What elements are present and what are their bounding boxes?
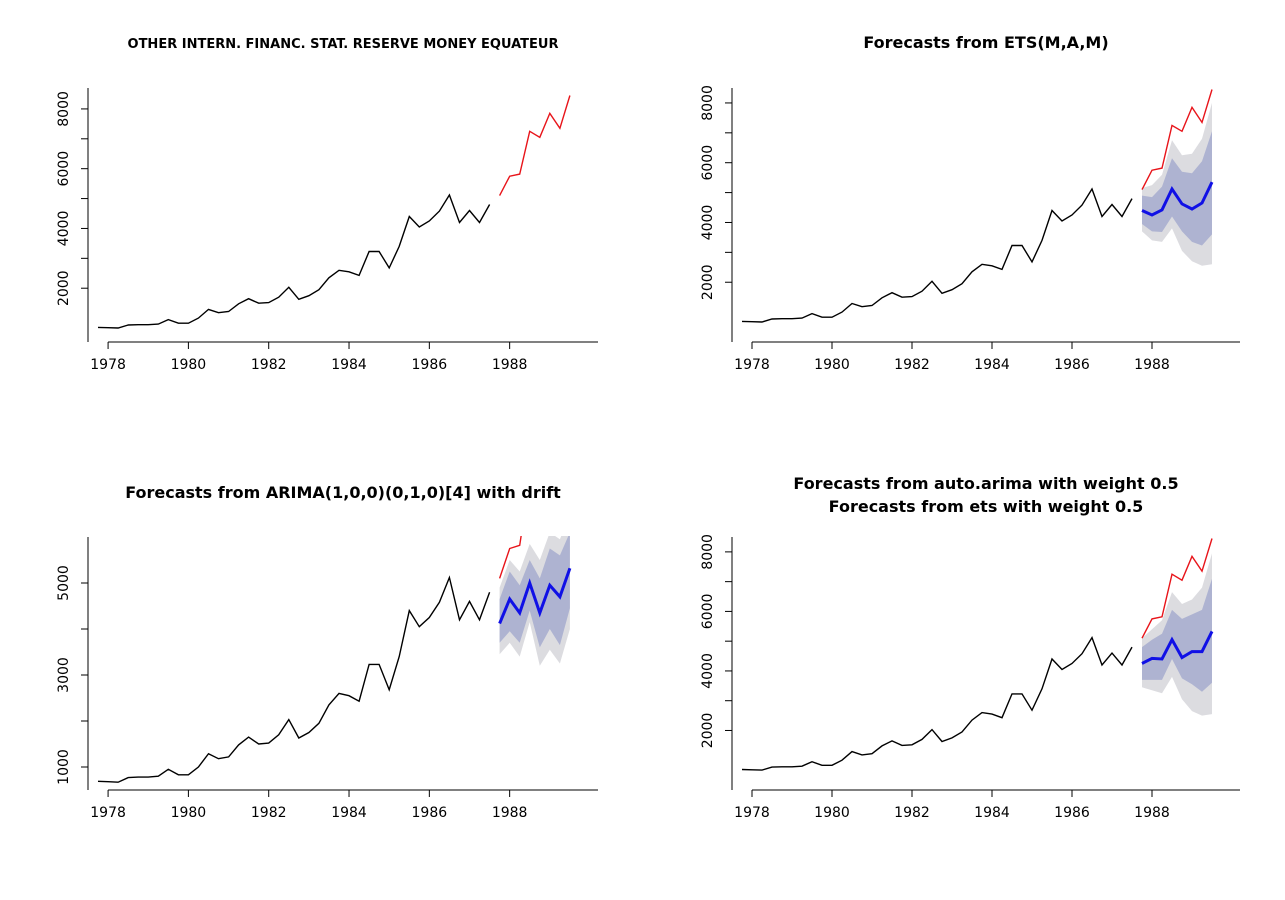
- x-tick-label: 1980: [171, 805, 207, 821]
- chart-title: Forecasts from auto.arima with weight 0.…: [793, 474, 1178, 493]
- x-tick-label: 1982: [894, 357, 930, 373]
- chart-title: Forecasts from ets with weight 0.5: [829, 497, 1144, 516]
- plot-area: [97, 95, 571, 329]
- x-tick-label: 1988: [492, 357, 528, 373]
- y-tick-label: 3000: [56, 657, 72, 693]
- y-tick-label: 8000: [700, 534, 716, 570]
- actual-line: [498, 536, 522, 579]
- history-line: [97, 193, 491, 329]
- actual-line: [1141, 89, 1213, 190]
- y-tick-label: 4000: [700, 653, 716, 689]
- prediction-interval-80: [499, 536, 570, 648]
- forecast-mean-line: [1141, 181, 1214, 217]
- chart-panel-2: Forecasts from ETS(M,A,M) 1978 1980 1982 198…: [700, 33, 1240, 373]
- x-tick-label: 1988: [492, 805, 528, 821]
- y-tick-label: 8000: [700, 85, 716, 121]
- x-tick-label: 1984: [974, 805, 1010, 821]
- y-tick-label: 8000: [56, 91, 72, 127]
- x-tick-label: 1978: [90, 357, 126, 373]
- chart-title: Forecasts from ARIMA(1,0,0)(0,1,0)[4] wi…: [125, 483, 561, 502]
- x-tick-label: 1986: [412, 357, 448, 373]
- x-tick-label: 1988: [1134, 805, 1170, 821]
- y-tick-label: 4000: [56, 211, 72, 247]
- chart-panel-3: Forecasts from ARIMA(1,0,0)(0,1,0)[4] wi…: [56, 483, 598, 821]
- history-line: [741, 187, 1133, 323]
- x-tick-label: 1982: [894, 805, 930, 821]
- x-tick-label: 1978: [734, 357, 770, 373]
- x-tick-label: 1984: [331, 805, 367, 821]
- forecast-mean-line: [1141, 630, 1214, 665]
- y-tick-label: 1000: [56, 749, 72, 785]
- y-tick-label: 2000: [700, 713, 716, 749]
- y-tick-label: 6000: [700, 594, 716, 630]
- history-line: [741, 636, 1133, 771]
- y-tick-label: 6000: [56, 151, 72, 187]
- forecast-mean-line: [498, 567, 572, 625]
- chart-panel-4: Forecasts from auto.arima with weight 0.…: [700, 474, 1240, 821]
- prediction-interval-80: [1142, 578, 1212, 692]
- x-tick-label: 1986: [1054, 805, 1090, 821]
- chart-title: Forecasts from ETS(M,A,M): [863, 33, 1108, 52]
- x-tick-label: 1986: [412, 805, 448, 821]
- x-tick-label: 1978: [734, 805, 770, 821]
- x-tick-label: 1980: [171, 357, 207, 373]
- x-tick-label: 1982: [251, 357, 287, 373]
- x-tick-label: 1980: [814, 357, 850, 373]
- x-tick-label: 1984: [974, 357, 1010, 373]
- plot-area: [97, 536, 572, 783]
- history-line: [97, 575, 491, 783]
- x-tick-label: 1978: [90, 805, 126, 821]
- y-tick-label: 6000: [700, 145, 716, 181]
- chart-panel-1: OTHER INTERN. FINANC. STAT. RESERVE MONE…: [56, 37, 598, 373]
- y-tick-label: 5000: [56, 565, 72, 601]
- chart-title: OTHER INTERN. FINANC. STAT. RESERVE MONE…: [128, 37, 559, 52]
- prediction-interval-80: [1142, 131, 1212, 246]
- y-tick-label: 2000: [56, 270, 72, 306]
- plot-area: [741, 538, 1214, 771]
- x-tick-label: 1988: [1134, 357, 1170, 373]
- actual-line: [1141, 538, 1213, 639]
- x-tick-label: 1982: [251, 805, 287, 821]
- y-tick-label: 4000: [700, 205, 716, 241]
- actual-line: [498, 95, 571, 196]
- x-tick-label: 1986: [1054, 357, 1090, 373]
- x-tick-label: 1984: [331, 357, 367, 373]
- plot-area: [741, 89, 1214, 323]
- y-tick-label: 2000: [700, 264, 716, 300]
- x-tick-label: 1980: [814, 805, 850, 821]
